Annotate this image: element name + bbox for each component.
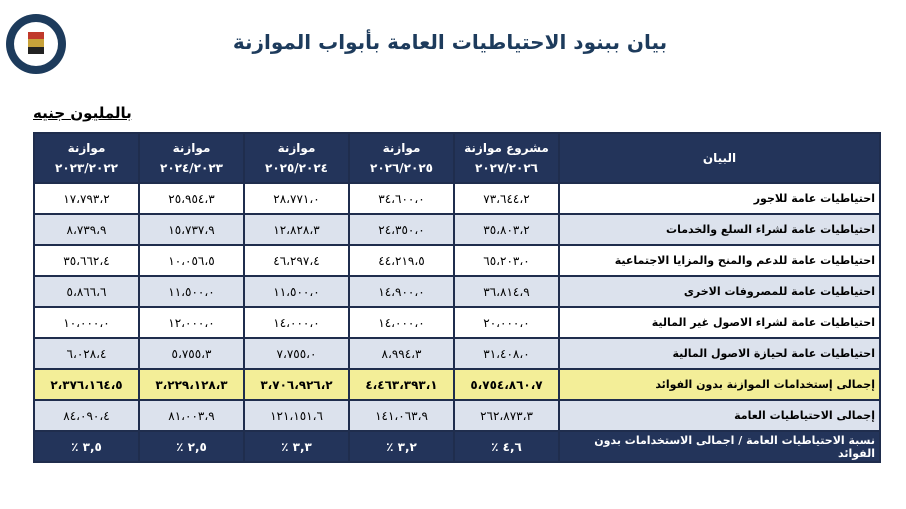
table: البيان مشروع موازنة ٢٠٢٧/٢٠٢٦ موازنة ٢٠٢٦/٢٠… (33, 132, 881, 463)
logo (6, 14, 66, 74)
cell: ٣,٢ ٪ (348, 430, 455, 463)
row-label: احتياطيات عامة لشراء السلع والخدمات (558, 213, 881, 246)
cell: ٦،٠٢٨،٤ (33, 337, 140, 370)
cell: ٢٥،٩٥٤،٣ (138, 182, 245, 215)
cell: ١٠،٠٠٠،٠ (33, 306, 140, 339)
cell: ١١،٥٠٠،٠ (138, 275, 245, 308)
column-year: ٢٠٢٣/٢٠٢٢ (55, 161, 118, 175)
cell: ٤٤،٢١٩،٥ (348, 244, 455, 277)
column-title: موازنة (277, 141, 316, 155)
cell: ٢٦٢،٨٧٣،٣ (453, 399, 560, 432)
cell: ١٧،٧٩٣،٢ (33, 182, 140, 215)
table-row: احتياطيات عامة لشراء السلع والخدمات ٣٥،٨٠… (33, 213, 881, 246)
cell: ٥،٧٥٥،٣ (138, 337, 245, 370)
header-row: البيان مشروع موازنة ٢٠٢٧/٢٠٢٦ موازنة ٢٠٢٦/٢٠… (33, 132, 881, 184)
cell: ٥،٨٦٦،٦ (33, 275, 140, 308)
row-label: احتياطيات عامة للمصروفات الاخرى (558, 275, 881, 308)
column-header: البيان (558, 132, 881, 184)
cell: ١٠،٠٥٦،٥ (138, 244, 245, 277)
column-title: موازنة (382, 141, 421, 155)
column-header: موازنة ٢٠٢٤/٢٠٢٣ (138, 132, 245, 184)
cell: ١٤،٠٠٠،٠ (348, 306, 455, 339)
table-row: احتياطيات عامة للاجور ٧٣،٦٤٤،٢ ٣٤،٦٠٠،٠ ٢٨،… (33, 182, 881, 215)
cell: ٣,٥ ٪ (33, 430, 140, 463)
cell: ٣،٢٢٩،١٢٨،٣ (138, 368, 245, 401)
table-row: إجمالى الاحتياطيات العامة ٢٦٢،٨٧٣،٣ ١٤١،٠٦… (33, 399, 881, 432)
cell: ٣١،٤٠٨،٠ (453, 337, 560, 370)
cell: ٨،٩٩٤،٣ (348, 337, 455, 370)
column-header: موازنة ٢٠٢٦/٢٠٢٥ (348, 132, 455, 184)
cell: ٣٥،٦٦٢،٤ (33, 244, 140, 277)
table-row: احتياطيات عامة للدعم والمنح والمزايا الا… (33, 244, 881, 277)
cell: ٦٥،٢٠٣،٠ (453, 244, 560, 277)
cell: ٣٤،٦٠٠،٠ (348, 182, 455, 215)
cell: ٧٣،٦٤٤،٢ (453, 182, 560, 215)
table-row: احتياطيات عامة لشراء الاصول غير المالية ٢… (33, 306, 881, 339)
cell: ١٢١،١٥١،٦ (243, 399, 350, 432)
row-label: احتياطيات عامة لشراء الاصول غير المالية (558, 306, 881, 339)
column-year: ٢٠٢٥/٢٠٢٤ (265, 161, 328, 175)
cell: ٨٤،٠٩٠،٤ (33, 399, 140, 432)
cell: ١٤،٠٠٠،٠ (243, 306, 350, 339)
column-header: مشروع موازنة ٢٠٢٧/٢٠٢٦ (453, 132, 560, 184)
cell: ٨١،٠٠٣،٩ (138, 399, 245, 432)
cell: ٢٤،٣٥٠،٠ (348, 213, 455, 246)
cell: ٤,٦ ٪ (453, 430, 560, 463)
row-label: نسبة الاحتياطيات العامة / اجمالى الاستخد… (558, 430, 881, 463)
row-label: احتياطيات عامة للاجور (558, 182, 881, 215)
table-row: إجمالى إستخدامات الموازنة بدون الفوائد ٥،… (33, 368, 881, 401)
cell: ٣٦،٨١٤،٩ (453, 275, 560, 308)
column-header: موازنة ٢٠٢٣/٢٠٢٢ (33, 132, 140, 184)
column-year: ٢٠٢٦/٢٠٢٥ (370, 161, 433, 175)
cell: ١٢،٠٠٠،٠ (138, 306, 245, 339)
column-title: موازنة (172, 141, 211, 155)
row-label: إجمالى الاحتياطيات العامة (558, 399, 881, 432)
cell: ٢٨،٧٧١،٠ (243, 182, 350, 215)
cell: ٢٠،٠٠٠،٠ (453, 306, 560, 339)
cell: ٣٥،٨٠٣،٢ (453, 213, 560, 246)
table-row: نسبة الاحتياطيات العامة / اجمالى الاستخد… (33, 430, 881, 463)
row-label: احتياطيات عامة لحيازة الاصول المالية (558, 337, 881, 370)
cell: ٤٦،٢٩٧،٤ (243, 244, 350, 277)
cell: ٣,٣ ٪ (243, 430, 350, 463)
table-row: احتياطيات عامة للمصروفات الاخرى ٣٦،٨١٤،٩ ١… (33, 275, 881, 308)
cell: ١٢،٨٢٨،٣ (243, 213, 350, 246)
column-title: مشروع موازنة (464, 141, 549, 155)
cell: ١٥،٧٣٧،٩ (138, 213, 245, 246)
cell: ٢,٥ ٪ (138, 430, 245, 463)
column-title: موازنة (67, 141, 106, 155)
row-label: إجمالى إستخدامات الموازنة بدون الفوائد (558, 368, 881, 401)
title: بيان ببنود الاحتياطيات العامة بأبواب الم… (232, 30, 668, 54)
cell: ٤،٤٦٣،٣٩٣،١ (348, 368, 455, 401)
column-title: البيان (702, 151, 737, 165)
cell: ٨،٧٣٩،٩ (33, 213, 140, 246)
column-header: موازنة ٢٠٢٥/٢٠٢٤ (243, 132, 350, 184)
column-year: ٢٠٢٧/٢٠٢٦ (475, 161, 538, 175)
column-year: ٢٠٢٤/٢٠٢٣ (160, 161, 223, 175)
cell: ٣،٧٠٦،٩٢٦،٢ (243, 368, 350, 401)
unit-label: بالمليون جنيه (33, 104, 132, 122)
cell: ١١،٥٠٠،٠ (243, 275, 350, 308)
cell: ٥،٧٥٤،٨٦٠،٧ (453, 368, 560, 401)
cell: ١٤،٩٠٠،٠ (348, 275, 455, 308)
row-label: احتياطيات عامة للدعم والمنح والمزايا الا… (558, 244, 881, 277)
table-body: احتياطيات عامة للاجور ٧٣،٦٤٤،٢ ٣٤،٦٠٠،٠ ٢٨،… (33, 182, 881, 463)
cell: ٢،٣٧٦،١٦٤،٥ (33, 368, 140, 401)
cell: ١٤١،٠٦٣،٩ (348, 399, 455, 432)
cell: ٧،٧٥٥،٠ (243, 337, 350, 370)
table-row: احتياطيات عامة لحيازة الاصول المالية ٣١،٤… (33, 337, 881, 370)
